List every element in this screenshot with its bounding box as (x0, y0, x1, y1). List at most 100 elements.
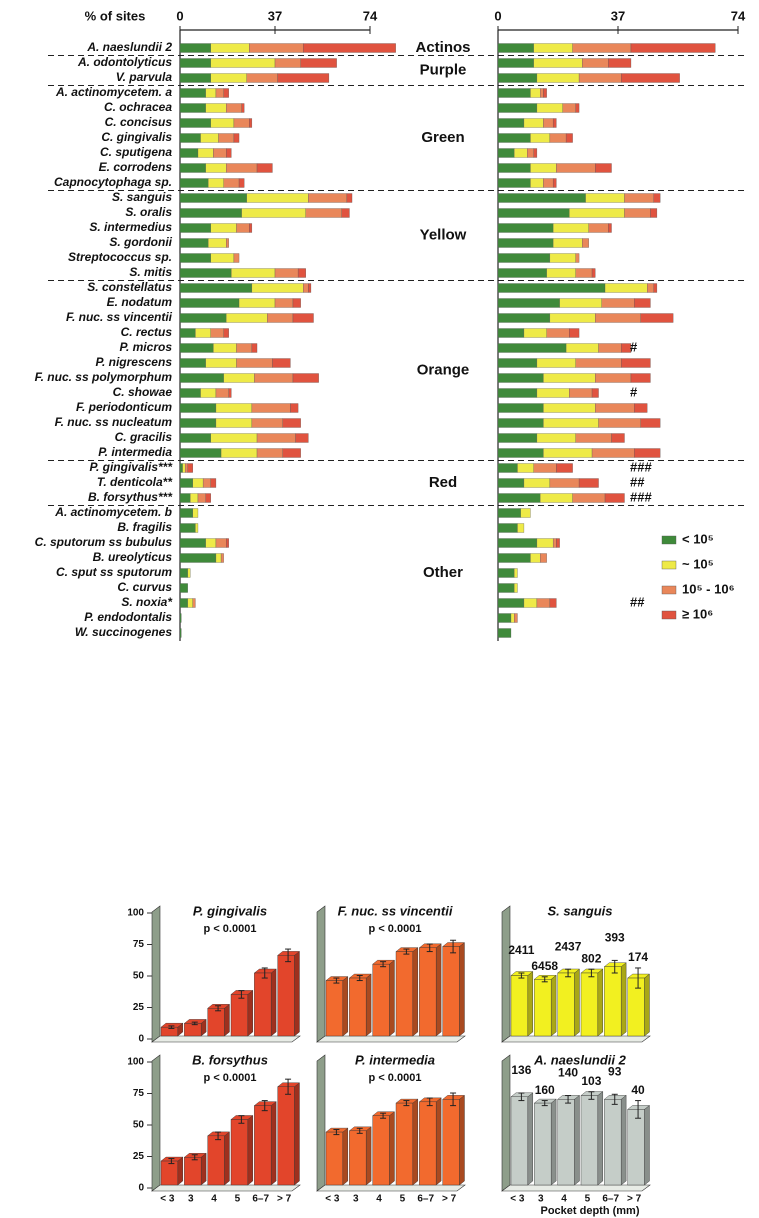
bar-side-shade (527, 1092, 533, 1185)
significance-marker: ### (630, 459, 652, 474)
bar-segment (588, 223, 609, 233)
bar-segment (274, 298, 294, 308)
bar-segment (223, 88, 229, 98)
x-tick-label: > 7 (277, 1194, 292, 1205)
x-tick-label: 0 (176, 8, 183, 23)
bar (325, 980, 343, 1037)
bar-segment (621, 73, 680, 83)
bar-segment (256, 163, 273, 173)
bar-segment (533, 58, 583, 68)
bar-segment (591, 268, 596, 278)
bar-segment (228, 388, 232, 398)
species-label: S. oralis (125, 205, 172, 219)
species-label: S. sanguis (112, 190, 172, 204)
bar-segment (179, 538, 206, 548)
bar-segment (179, 148, 199, 158)
bar-side-shade (621, 1095, 627, 1185)
bar-segment (497, 598, 525, 608)
bar-segment (497, 298, 560, 308)
y-tick-label: 0 (138, 1034, 144, 1045)
y-tick-label: 75 (133, 939, 145, 950)
bar-segment (533, 148, 538, 158)
bar-segment (497, 193, 586, 203)
floor (151, 1035, 301, 1043)
count-label: 2437 (555, 939, 582, 953)
bar-segment (179, 448, 222, 458)
panel-title: S. sanguis (547, 903, 612, 918)
bar-segment (598, 418, 641, 428)
bar-segment (220, 448, 258, 458)
bar-segment (546, 268, 576, 278)
bar-segment (497, 613, 512, 623)
bar-segment (282, 448, 301, 458)
bar (372, 963, 390, 1037)
species-label: Streptococcus sp. (68, 250, 172, 264)
bar-segment (497, 163, 531, 173)
bar-segment (179, 373, 224, 383)
bar-segment (179, 103, 206, 113)
bar-segment (653, 193, 661, 203)
bar-segment (251, 283, 304, 293)
bar-segment (292, 373, 319, 383)
bar-segment (179, 58, 211, 68)
back-wall (316, 1054, 326, 1192)
count-label: 160 (535, 1083, 555, 1097)
bar-segment (546, 328, 570, 338)
bar-segment (277, 73, 330, 83)
bar-segment (226, 313, 268, 323)
bar-segment (497, 538, 538, 548)
bar-segment (517, 463, 534, 473)
x-tick-label: 6–7 (252, 1194, 269, 1205)
bar-segment (254, 373, 294, 383)
bar-segment (608, 58, 632, 68)
bar-segment (497, 178, 531, 188)
species-label: Capnocytophaga sp. (54, 175, 172, 189)
bar-side-shade (551, 975, 557, 1036)
bar-segment (540, 88, 544, 98)
bar-segment (210, 223, 237, 233)
bar-segment (497, 553, 531, 563)
bar-segment (634, 403, 648, 413)
legend-swatch (661, 535, 677, 545)
species-label: A. odontolyticus (77, 55, 172, 69)
x-tick-label: 0 (494, 8, 501, 23)
bar-segment (514, 568, 518, 578)
floor (316, 1035, 466, 1043)
bar-segment (300, 58, 337, 68)
bar (534, 1102, 552, 1186)
x-axis-label: Pocket depth (mm) (540, 1205, 639, 1217)
species-label: V. parvula (116, 70, 173, 84)
bar-segment (179, 418, 217, 428)
bar-segment (179, 463, 183, 473)
bar-side-shade (644, 1105, 650, 1185)
bar-side-shade (597, 969, 603, 1036)
bar-segment (192, 478, 204, 488)
bar-segment (621, 358, 651, 368)
bar-segment (536, 433, 576, 443)
bar-segment (569, 388, 593, 398)
bar (510, 975, 528, 1037)
bar-segment (256, 433, 296, 443)
bar (510, 1096, 528, 1186)
bar-segment (295, 433, 309, 443)
bar-segment (552, 238, 583, 248)
x-tick-label: < 3 (160, 1194, 175, 1205)
bar-segment (179, 628, 182, 638)
x-tick-label: < 3 (325, 1194, 340, 1205)
bar-segment (179, 478, 193, 488)
bar (627, 1109, 645, 1186)
bar-side-shade (177, 1157, 183, 1185)
bar-side-shade (621, 962, 627, 1036)
bar-segment (210, 253, 235, 263)
x-tick-label: 74 (363, 8, 378, 23)
bar-segment (647, 283, 654, 293)
x-tick-label: 6–7 (602, 1194, 619, 1205)
bar-segment (205, 358, 237, 368)
bar-segment (215, 88, 224, 98)
bar-side-shade (412, 1099, 418, 1185)
bar (325, 1131, 343, 1186)
bar-segment (562, 103, 576, 113)
bar-segment (497, 523, 518, 533)
x-tick-label: > 7 (442, 1194, 457, 1205)
legend-swatch (661, 560, 677, 570)
